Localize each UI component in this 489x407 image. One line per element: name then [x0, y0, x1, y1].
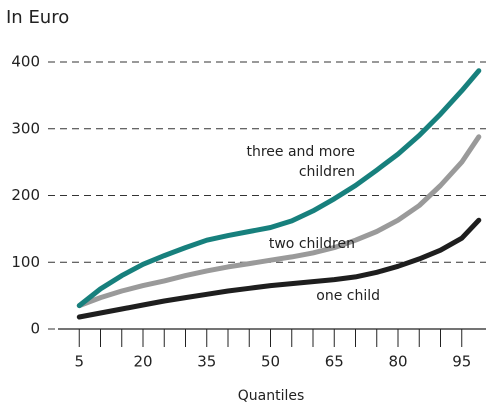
series-line	[76, 217, 482, 320]
series-line	[76, 134, 482, 309]
x-tick-label: 50	[261, 353, 280, 371]
x-axis-label: Quantiles	[238, 388, 305, 404]
x-tick-label: 80	[388, 353, 407, 371]
series-line	[76, 68, 482, 309]
x-tick-label: 65	[325, 353, 344, 371]
y-tick-label: 0	[30, 320, 40, 338]
series-label: one child	[316, 288, 380, 304]
y-tick-label: 100	[11, 253, 40, 271]
x-tick-label: 35	[197, 353, 216, 371]
x-tick-label: 5	[74, 353, 84, 371]
chart-title: In Euro	[6, 7, 69, 28]
series-label: two children	[268, 236, 355, 252]
series-label: three and more children	[246, 144, 355, 180]
x-tick-label: 95	[452, 353, 471, 371]
y-tick-label: 400	[11, 53, 40, 71]
x-tick-label: 20	[133, 353, 152, 371]
y-tick-label: 200	[11, 186, 40, 204]
y-tick-label: 300	[11, 119, 40, 137]
